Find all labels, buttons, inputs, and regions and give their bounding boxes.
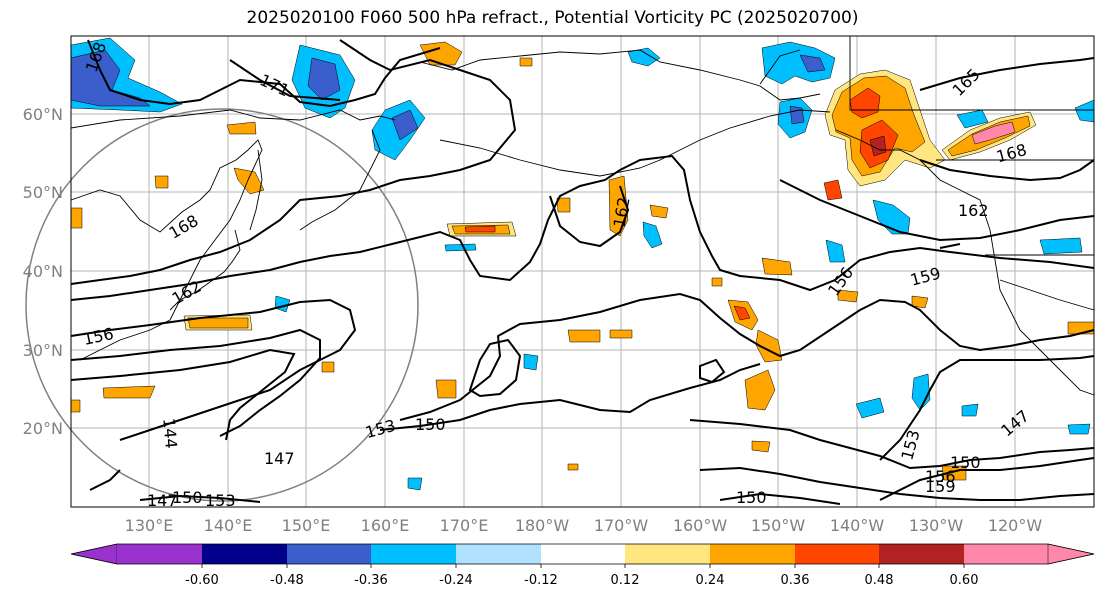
colorbar-segment	[202, 544, 287, 564]
colorbar-segment	[541, 544, 625, 564]
range-circle	[25, 108, 419, 502]
contour-label: 156	[925, 467, 956, 486]
colorbar-tick: -0.48	[270, 573, 304, 588]
lon-label: 180°W	[515, 516, 570, 535]
colorbar-tick: -0.24	[439, 573, 473, 588]
lon-label: 150°W	[751, 516, 806, 535]
lon-label: 140°E	[204, 516, 253, 535]
lat-label: 60°N	[23, 105, 63, 124]
colorbar-tick: 0.48	[865, 573, 894, 588]
map-area: 168 171 165 168 162 162 168 162 156 159 …	[25, 35, 1095, 510]
lon-label: 170°E	[440, 516, 489, 535]
contour-label: 147	[147, 491, 178, 510]
lon-label: 160°W	[673, 516, 728, 535]
colorbar-segment	[117, 544, 202, 564]
colorbar-tick: -0.12	[524, 573, 558, 588]
contour-label: 153	[205, 491, 236, 510]
colorbar-segment	[456, 544, 541, 564]
lon-label: 140°W	[830, 516, 885, 535]
colorbar-tick: 0.12	[611, 573, 640, 588]
colorbar-segment	[70, 543, 118, 565]
colorbar-tick: 0.60	[950, 573, 979, 588]
lat-label: 50°N	[23, 183, 63, 202]
colorbar: -0.60 -0.48 -0.36 -0.24 -0.12 0.12 0.24 …	[70, 543, 1095, 588]
colorbar-segment	[879, 544, 964, 564]
refractivity-contours	[70, 39, 1095, 505]
coastlines	[70, 36, 1095, 396]
lon-label: 170°W	[594, 516, 649, 535]
contour-label: 162	[958, 201, 989, 220]
lon-label: 130°E	[125, 516, 174, 535]
colorbar-segment	[371, 544, 456, 564]
colorbar-segment	[287, 544, 371, 564]
contour-label: 144	[159, 417, 181, 449]
lat-label: 30°N	[23, 341, 63, 360]
lon-label: 160°E	[361, 516, 410, 535]
colorbar-segment	[964, 544, 1048, 564]
colorbar-segment	[795, 544, 879, 564]
colorbar-segment	[710, 544, 795, 564]
latitude-labels: 60°N 50°N 40°N 30°N 20°N	[23, 105, 63, 438]
contour-label: 150	[172, 488, 203, 507]
colorbar-tick: 0.36	[781, 573, 810, 588]
lat-label: 20°N	[23, 419, 63, 438]
colorbar-tick: -0.36	[354, 573, 388, 588]
colorbar-tick: 0.24	[696, 573, 725, 588]
contour-label: 150	[736, 488, 767, 507]
colorbar-segment	[625, 544, 710, 564]
contour-label: 147	[264, 449, 295, 468]
lon-label: 130°W	[909, 516, 964, 535]
colorbar-tick: -0.60	[185, 573, 219, 588]
lon-label: 150°E	[282, 516, 331, 535]
lat-label: 40°N	[23, 262, 63, 281]
longitude-labels: 130°E 140°E 150°E 160°E 170°E 180°W 170°…	[125, 516, 1043, 535]
contour-label: 150	[415, 415, 446, 434]
contour-label: 150	[950, 453, 981, 472]
contour-label: 159	[925, 477, 956, 496]
colorbar-segment	[1047, 543, 1095, 565]
lon-label: 120°W	[988, 516, 1043, 535]
map-title: 2025020100 F060 500 hPa refract., Potent…	[246, 8, 859, 28]
